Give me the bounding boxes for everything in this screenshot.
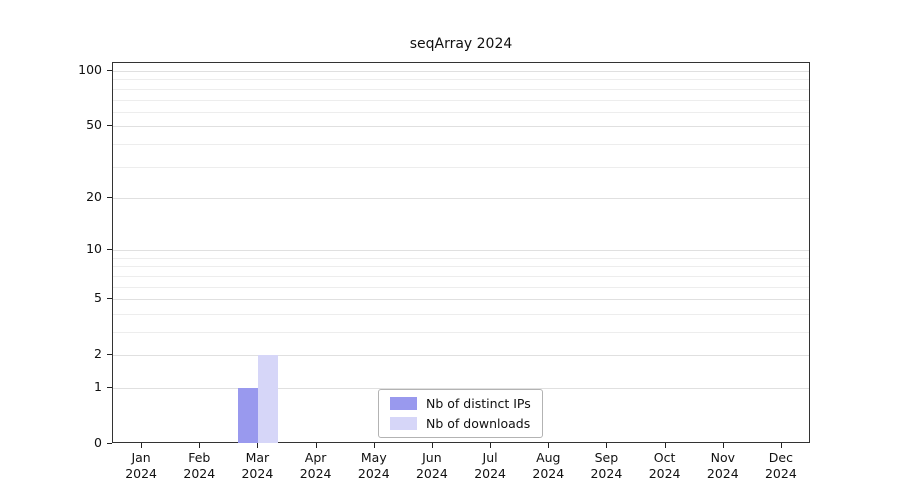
x-tick-mark (141, 443, 143, 448)
y-gridline (113, 126, 809, 128)
y-gridline (113, 313, 809, 315)
y-gridline (113, 166, 809, 168)
x-tick-mark (780, 443, 782, 448)
y-tick-mark (107, 196, 112, 198)
legend-swatch (390, 397, 417, 410)
y-tick-label: 0 (94, 435, 102, 450)
x-tick-mark (490, 443, 492, 448)
y-gridline (113, 299, 809, 301)
y-gridline (113, 266, 809, 268)
y-tick-label: 1 (94, 379, 102, 394)
legend-entry: Nb of downloads (390, 416, 531, 431)
x-tick-label: Mar 2024 (241, 450, 274, 481)
x-tick-label: Oct 2024 (648, 450, 681, 481)
y-tick-mark (107, 387, 112, 388)
x-tick-mark (257, 443, 259, 448)
y-tick-label: 10 (86, 241, 102, 257)
y-gridline (113, 79, 809, 81)
y-gridline (113, 71, 809, 72)
y-gridline (113, 355, 809, 357)
y-tick-mark (107, 249, 112, 251)
y-tick-mark (107, 354, 112, 356)
legend-swatch (390, 417, 417, 430)
x-tick-mark (431, 443, 433, 448)
x-tick-mark (664, 443, 666, 448)
x-tick-label: Dec 2024 (764, 450, 797, 481)
x-tick-label: Feb 2024 (183, 450, 216, 481)
chart-title: seqArray 2024 (409, 36, 513, 52)
x-tick-mark (548, 443, 550, 448)
y-tick-label: 2 (94, 346, 102, 362)
y-tick-mark (107, 298, 112, 300)
x-tick-mark (606, 443, 608, 448)
x-tick-label: Aug 2024 (532, 450, 565, 481)
bar-nb-of-distinct-ips (238, 388, 259, 443)
x-tick-mark (315, 443, 317, 448)
legend: Nb of distinct IPs Nb of downloads (378, 389, 543, 438)
plot-area (112, 62, 810, 443)
x-tick-mark (722, 443, 724, 448)
legend-entry: Nb of distinct IPs (390, 396, 531, 411)
x-tick-label: Nov 2024 (706, 450, 739, 481)
y-tick-label: 50 (86, 117, 102, 133)
y-tick-label: 5 (94, 290, 102, 306)
x-tick-mark (199, 443, 201, 448)
bar-nb-of-downloads (258, 355, 279, 443)
x-tick-label: Apr 2024 (299, 450, 332, 481)
y-gridline (113, 143, 809, 145)
y-gridline (113, 99, 809, 101)
y-gridline (113, 257, 809, 259)
legend-label: Nb of distinct IPs (426, 396, 531, 411)
y-gridline (113, 111, 809, 113)
x-tick-label: Jun 2024 (415, 450, 448, 481)
x-tick-label: Jan 2024 (125, 450, 157, 481)
y-gridline (113, 388, 809, 389)
y-tick-mark (107, 70, 112, 71)
y-gridline (113, 332, 809, 333)
y-gridline (113, 197, 809, 199)
y-tick-label: 100 (78, 62, 102, 77)
y-tick-label: 20 (86, 188, 102, 204)
legend-label: Nb of downloads (426, 416, 531, 431)
x-tick-label: Jul 2024 (474, 450, 506, 481)
y-gridline (113, 250, 809, 252)
x-tick-label: Sep 2024 (590, 450, 623, 481)
y-tick-mark (107, 125, 112, 127)
y-gridline (113, 275, 809, 277)
x-tick-label: May 2024 (357, 450, 390, 481)
y-tick-mark (107, 443, 112, 444)
y-gridline (113, 286, 809, 288)
y-gridline (113, 88, 809, 90)
x-tick-mark (373, 443, 375, 448)
